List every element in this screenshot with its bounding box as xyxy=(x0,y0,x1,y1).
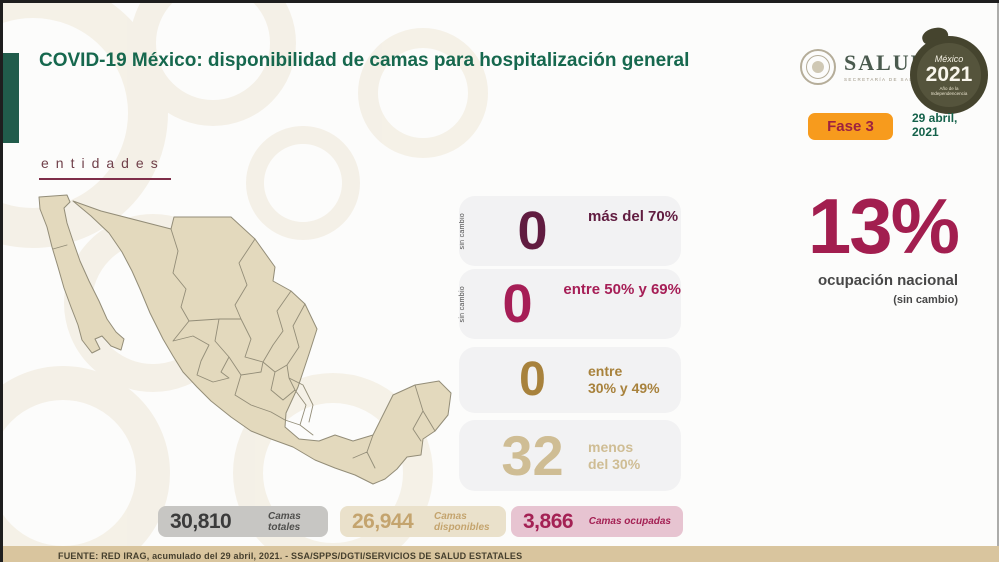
salud-logo-subtext: SECRETARÍA DE SALUD xyxy=(844,77,923,82)
mexico-2021-subtext: Año de la Independencencia xyxy=(930,85,968,96)
slide-right-edge xyxy=(997,3,999,546)
title-accent-bar xyxy=(3,53,19,143)
salud-seal-icon xyxy=(800,49,836,85)
mexico-mainland-shape xyxy=(72,200,452,485)
total-label: Camas ocupadas xyxy=(588,516,671,527)
national-occupancy-panel: 13% ocupación nacional (sin cambio) xyxy=(807,182,960,306)
mexico-2021-word: México xyxy=(934,53,964,64)
total-label: Camas disponibles xyxy=(434,510,490,533)
national-occupancy-label: ocupación nacional xyxy=(817,272,958,289)
baja-california-shape xyxy=(38,194,125,354)
row-change-note: sin cambio xyxy=(459,285,466,323)
occupancy-row-mas-70: sin cambio 0 más del 70% xyxy=(459,196,681,266)
serpent-ring-icon: México 2021 Año de la Independencencia xyxy=(910,36,988,114)
entities-label: entidades xyxy=(41,155,165,171)
mexico-map xyxy=(23,189,463,501)
header-date: 29 abril, 2021 xyxy=(912,111,958,139)
total-camas-totales: 30,810 Camas totales xyxy=(158,506,328,537)
source-text: FUENTE: RED IRAG, acumulado del 29 abril… xyxy=(58,550,523,561)
total-value: 3,866 xyxy=(523,509,574,533)
row-value: 0 xyxy=(502,274,533,334)
total-camas-disponibles: 26,944 Camas disponibles xyxy=(340,506,506,537)
row-value: 0 xyxy=(517,201,548,261)
row-label: menos del 30% xyxy=(588,438,641,472)
occupancy-row-50-69: sin cambio 0 entre 50% y 69% xyxy=(459,269,681,339)
row-label: más del 70% xyxy=(588,208,679,225)
total-label: Camas totales xyxy=(268,510,301,533)
national-occupancy-note: (sin cambio) xyxy=(893,294,958,306)
state-borders xyxy=(52,228,436,469)
total-value: 30,810 xyxy=(170,509,232,533)
salud-logo-text: SALUD xyxy=(844,50,929,75)
row-label: entre 50% y 69% xyxy=(563,281,681,298)
national-occupancy-value: 13% xyxy=(807,182,960,270)
row-label: entre 30% y 49% xyxy=(588,363,660,396)
entities-underline xyxy=(39,178,171,180)
row-value: 32 xyxy=(501,423,564,487)
total-camas-ocupadas: 3,866 Camas ocupadas xyxy=(511,506,683,537)
occupancy-row-menos-30: 32 menos del 30% xyxy=(459,420,681,491)
total-value: 26,944 xyxy=(352,509,414,533)
salud-logo: SALUD SECRETARÍA DE SALUD xyxy=(800,49,929,85)
mexico-2021-year: 2021 xyxy=(925,62,973,86)
row-value: 0 xyxy=(519,353,546,406)
footer-bar: FUENTE: RED IRAG, acumulado del 29 abril… xyxy=(3,546,999,562)
mexico-2021-logo: México 2021 Año de la Independencencia xyxy=(908,24,992,116)
page-title: COVID-19 México: disponibilidad de camas… xyxy=(39,50,690,71)
occupancy-row-30-49: 0 entre 30% y 49% xyxy=(459,347,681,413)
fase-badge: Fase 3 xyxy=(808,113,893,140)
row-change-note: sin cambio xyxy=(459,212,466,250)
